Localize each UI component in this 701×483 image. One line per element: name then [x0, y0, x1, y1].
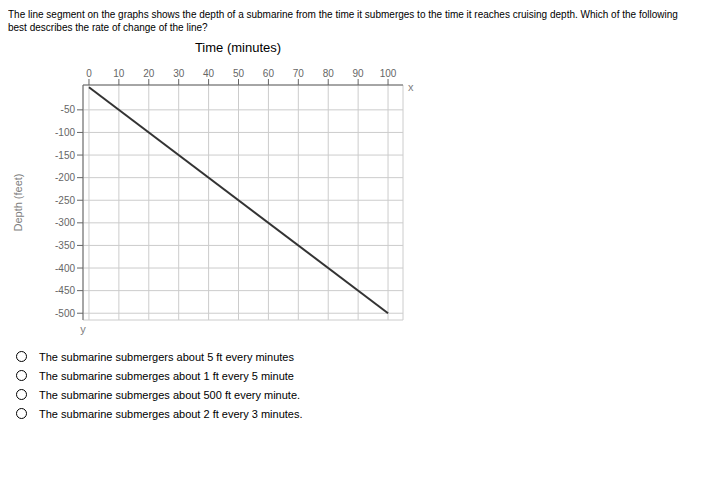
svg-text:50: 50	[233, 68, 245, 79]
svg-text:100: 100	[380, 68, 397, 79]
svg-text:-200: -200	[55, 172, 75, 183]
svg-text:y: y	[80, 323, 86, 335]
svg-text:30: 30	[173, 68, 185, 79]
html-text:The line segment on the graphs: The line segment on the graphs shows the…	[8, 9, 678, 20]
svg-text:-250: -250	[55, 195, 75, 206]
svg-text:Depth (feet): Depth (feet)	[12, 173, 24, 231]
svg-text:-100: -100	[55, 127, 75, 138]
svg-text:90: 90	[353, 68, 365, 79]
svg-text:0: 0	[86, 68, 92, 79]
svg-text:20: 20	[143, 68, 155, 79]
svg-text:-400: -400	[55, 263, 75, 274]
svg-text:10: 10	[113, 68, 125, 79]
svg-text:60: 60	[263, 68, 275, 79]
html-text:Time (minutes): Time (minutes)	[194, 40, 282, 55]
svg-text:-300: -300	[55, 217, 75, 228]
svg-text:40: 40	[203, 68, 215, 79]
html-text:The submarine submergers about: The submarine submergers about 5 ft ever…	[39, 350, 294, 363]
html-text:The submarine submerges about: The submarine submerges about 1 ft every…	[39, 369, 294, 382]
svg-text:70: 70	[293, 68, 305, 79]
svg-text:x: x	[408, 81, 414, 93]
html-text:best describes the rate of cha: best describes the rate of change of the…	[8, 22, 208, 33]
svg-text:-500: -500	[55, 308, 75, 319]
svg-text:-350: -350	[55, 240, 75, 251]
html-text:The submarine submerges about: The submarine submerges about 2 ft every…	[39, 407, 303, 420]
svg-text:-450: -450	[55, 285, 75, 296]
svg-text:80: 80	[323, 68, 335, 79]
svg-text:-150: -150	[55, 150, 75, 161]
svg-text:-50: -50	[61, 104, 76, 115]
html-text:The submarine submerges about: The submarine submerges about 500 ft eve…	[39, 388, 301, 401]
